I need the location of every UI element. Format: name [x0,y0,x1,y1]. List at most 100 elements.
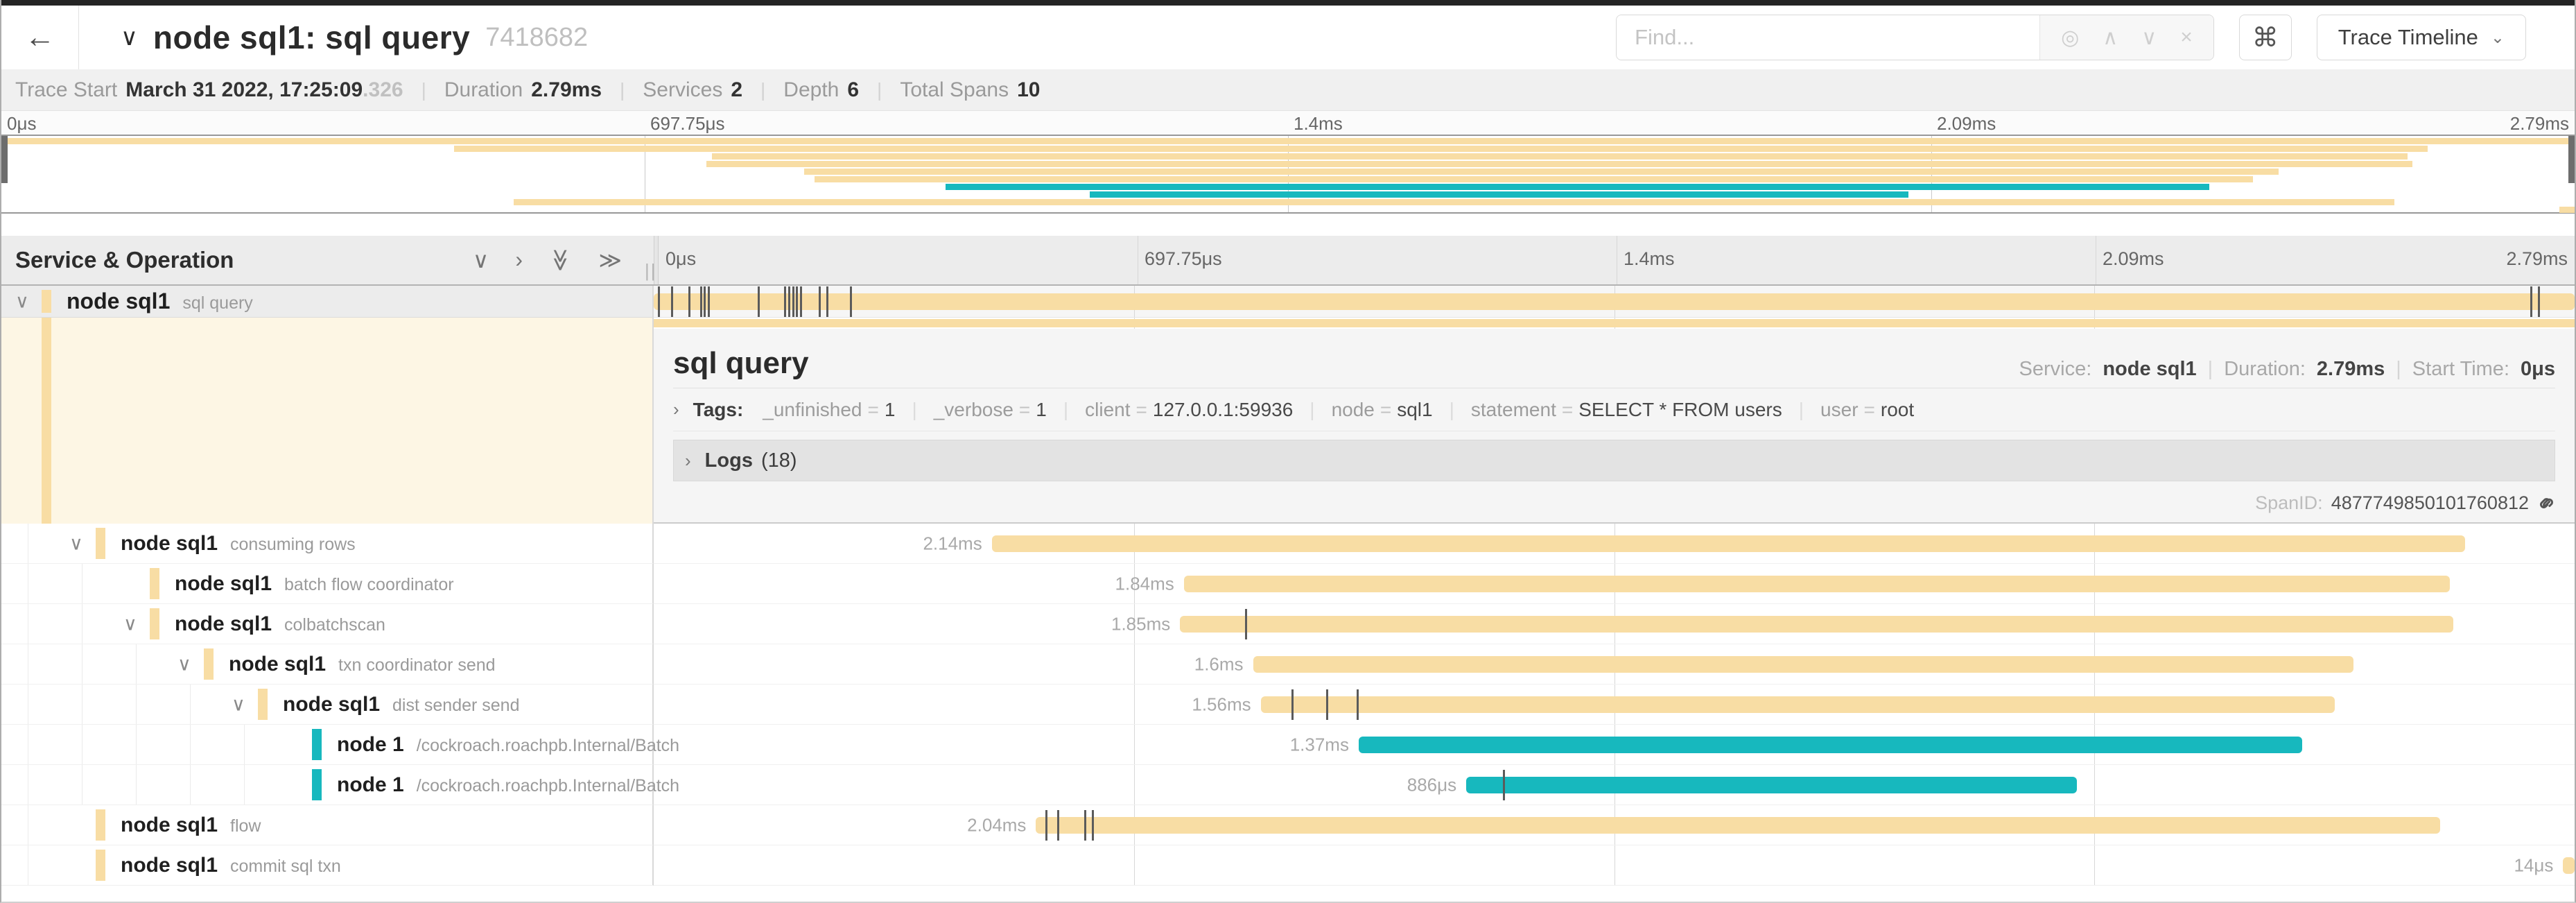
minimap-span-bar [946,184,2209,190]
span-bar[interactable] [1466,776,2078,793]
span-duration-label: 14μs [2514,854,2554,875]
logs-accordion[interactable]: › Logs (18) [673,440,2555,481]
duration-value: 2.79ms [531,78,602,101]
span-row[interactable]: ∨ node sql1 consuming rows 2.14ms [1,524,2575,564]
detail-row-strip [1,318,2575,329]
tags-accordion[interactable]: › Tags: _unfinished = 1 | _verbose = 1 | client =… [673,388,2555,431]
span-tree-cell[interactable]: node 1/cockroach.roachpb.Internal/Batch [1,725,679,765]
minimap-axis: 0μs 697.75μs 1.4ms 2.09ms 2.79ms [1,111,2575,135]
span-bar[interactable] [1183,575,2450,592]
log-marker-tick [2538,286,2541,317]
span-service-name[interactable]: node sql1 batch flow coordinator [175,571,454,595]
panel-resizer[interactable]: || [645,236,659,284]
minimap-tick-label: 2.79ms [2509,113,2569,134]
span-id-label: SpanID: [2255,492,2323,513]
chevron-down-icon[interactable]: ∨ [15,291,29,311]
span-tree-cell[interactable]: ∨ node sql1 txn coordinator send [1,644,654,685]
span-row[interactable]: node sql1 batch flow coordinator 1.84ms [1,564,2575,604]
find-prev-icon[interactable]: ∧ [2103,26,2118,49]
trace-minimap[interactable] [1,135,2575,214]
span-duration-label: 886μs [1407,774,1457,795]
span-service-name[interactable]: node 1/cockroach.roachpb.Internal/Batch [337,732,680,756]
span-bar[interactable] [1036,816,2441,834]
span-row-root[interactable]: ∨ node sql1 sql query [1,286,2575,318]
find-next-icon[interactable]: ∨ [2141,26,2157,49]
span-duration-label: 1.6ms [1194,653,1244,674]
log-marker-tick [688,286,690,317]
chevron-down-icon[interactable]: ∨ [123,613,137,634]
span-service-name[interactable]: node sql1 sql query [67,289,253,313]
log-marker-tick [787,286,790,317]
span-duration-label: 1.37ms [1289,734,1349,755]
indent-guide [190,725,191,764]
span-bar[interactable] [1358,736,2302,753]
find-group: ◎ ∧ ∨ × [1616,15,2214,60]
deep-link-icon[interactable] [2537,493,2558,514]
minimap-right-handle[interactable] [2568,136,2575,184]
minimap-tick-label: 1.4ms [1294,113,1343,134]
root-bar-cell [654,286,2575,318]
span-service-name[interactable]: node sql1 flow [121,813,261,836]
minimap-left-handle[interactable] [1,136,8,184]
minimap-tick-label: 697.75μs [650,113,725,134]
span-rows-area: ∨ node sql1 sql query [1,286,2575,902]
log-marker-tick [1502,769,1505,800]
span-row[interactable]: node 1/cockroach.roachpb.Internal/Batch 1… [1,725,2575,765]
expand-all-icon[interactable]: ≫ [598,248,623,273]
span-row[interactable]: ∨ node sql1 dist sender send 1.56ms [1,685,2575,725]
find-clear-icon[interactable]: × [2180,26,2193,49]
span-color-stripe [96,850,105,881]
span-service-name[interactable]: node sql1 txn coordinator send [229,652,496,676]
minimap-rows [1,138,2575,213]
service-operation-title: Service & Operation [15,247,234,273]
span-bar[interactable] [991,535,2466,552]
span-row[interactable]: node sql1 flow 2.04ms [1,805,2575,845]
span-tree-cell[interactable]: ∨ node sql1 colbatchscan [1,604,654,644]
span-service-name[interactable]: node sql1 commit sql txn [121,853,341,877]
span-tree-cell[interactable]: node sql1 flow [1,805,654,845]
indent-guide [136,725,137,764]
axis-tick-label: 2.09ms [2103,248,2164,269]
chevron-down-icon[interactable]: ∨ [177,653,191,674]
collapse-all-icon[interactable]: ≫ [548,248,573,272]
span-service-name[interactable]: node 1/cockroach.roachpb.Internal/Batch [337,773,680,796]
minimap-span-bar [1090,191,1908,198]
span-bar[interactable] [1253,655,2354,673]
span-tree-cell[interactable]: ∨ node sql1 consuming rows [1,524,654,564]
expand-one-icon[interactable]: › [515,247,523,272]
span-tree-cell[interactable]: ∨ node sql1 dist sender send [1,685,654,725]
view-selector-button[interactable]: Trace Timeline ⌄ [2316,15,2526,60]
span-row[interactable]: node sql1 commit sql txn 14μs [1,845,2575,886]
span-color-stripe [42,318,51,329]
back-button[interactable]: ← [1,6,79,69]
collapse-one-icon[interactable]: ∨ [472,248,489,273]
span-row[interactable]: ∨ node sql1 colbatchscan 1.85ms [1,604,2575,644]
root-span-bar[interactable] [654,293,2575,310]
span-color-stripe [204,648,214,680]
chevron-down-icon[interactable]: ∨ [69,533,83,553]
span-service-name[interactable]: node sql1 dist sender send [283,692,520,716]
span-bar-cell: 14μs [654,845,2575,886]
root-tree-cell[interactable]: ∨ node sql1 sql query [1,286,654,318]
chevron-down-icon[interactable]: ∨ [232,694,245,714]
duration-label: Duration [444,78,523,101]
span-bar[interactable] [2563,857,2575,874]
span-bar[interactable] [1180,615,2454,633]
log-marker-tick [1045,809,1048,841]
span-row[interactable]: ∨ node sql1 txn coordinator send 1.6ms [1,644,2575,685]
span-row[interactable]: node 1/cockroach.roachpb.Internal/Batch 8… [1,765,2575,805]
minimap-span-bar [2559,207,2575,213]
find-input[interactable] [1617,15,2040,60]
detail-span-title: sql query [673,346,809,380]
span-service-name[interactable]: node sql1 colbatchscan [175,612,385,635]
match-case-icon[interactable]: ◎ [2061,26,2080,49]
keyboard-shortcuts-button[interactable]: ⌘ [2238,15,2292,60]
span-bar[interactable] [1260,696,2335,713]
detail-span-mini-bar [654,319,2575,327]
span-tree-cell[interactable]: node sql1 commit sql txn [1,845,654,886]
span-tree-cell[interactable]: node 1/cockroach.roachpb.Internal/Batch [1,765,679,805]
log-marker-tick [1325,689,1328,720]
span-tree-cell[interactable]: node sql1 batch flow coordinator [1,564,654,604]
span-service-name[interactable]: node sql1 consuming rows [121,531,356,555]
trace-collapse-icon[interactable]: ∨ [121,24,138,51]
